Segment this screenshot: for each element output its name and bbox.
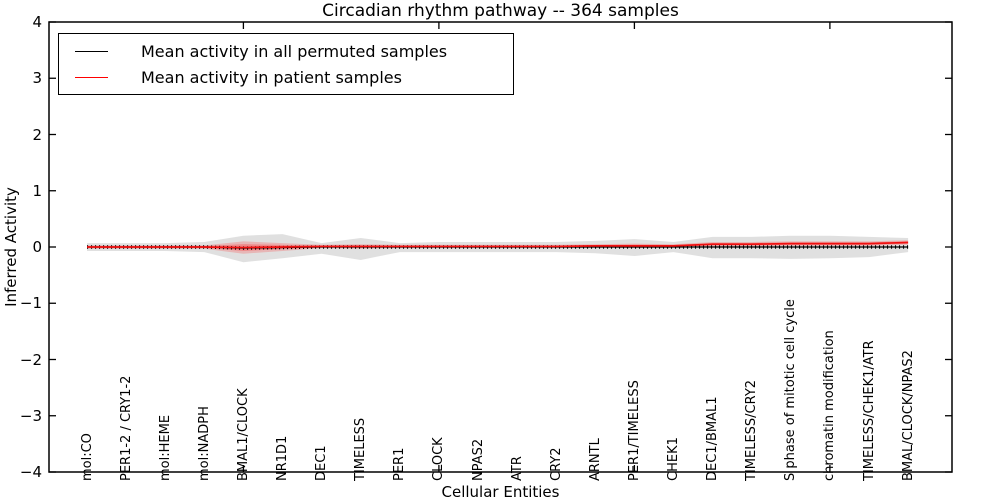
x-tick-label: CHEK1 [666,437,681,481]
legend-entry-permuted: Mean activity in all permuted samples [59,38,513,64]
y-tick-label: −2 [19,350,42,369]
x-tick-label: PER1-2 / CRY1-2 [118,375,134,481]
y-tick-label: 4 [32,13,42,31]
x-tick-label: PER1/TIMELESS [626,380,642,481]
x-axis-label: Cellular Entities [441,483,560,500]
legend: Mean activity in all permuted samples Me… [58,33,514,95]
x-tick-label: NR1D1 [275,435,290,481]
y-tick-label: −1 [19,294,42,313]
permuted-line-swatch [75,50,108,52]
chart-title: Circadian rhythm pathway -- 364 samples [322,1,679,21]
y-tick-label: 0 [32,238,42,256]
x-tick-label: BMAL/CLOCK/NPAS2 [900,350,916,481]
y-tick-label: −3 [19,406,42,425]
y-tick-label: 1 [32,181,42,200]
patient-mean-line [87,241,909,249]
x-tick-label: mol:CO [79,433,95,481]
y-tick-label: 3 [32,69,42,88]
x-tick-label: mol:NADPH [196,406,212,481]
x-tick-label: TIMELESS/CHEK1/ATR [861,340,877,481]
legend-label-patient: Mean activity in patient samples [141,67,402,87]
x-tick-label: NPAS2 [470,438,486,481]
y-tick-label: 2 [32,125,42,144]
x-tick-label: PER1 [392,447,408,481]
x-tick-label: CLOCK [431,437,447,481]
x-tick-label: S phase of mitotic cell cycle [783,299,799,481]
x-tick-label: ATR [509,456,525,481]
x-tick-label: mol:HEME [157,414,173,481]
x-tick-label: BMAL1/CLOCK [235,388,251,481]
x-tick-label: CRY2 [548,447,564,482]
x-tick-label: DEC1 [314,445,330,481]
legend-entry-patient: Mean activity in patient samples [59,64,513,90]
x-tick-label: TIMELESS [353,417,369,481]
legend-label-permuted: Mean activity in all permuted samples [141,41,448,61]
permuted-envelope-band [87,234,909,263]
x-tick-label: DEC1/BMAL1 [705,396,721,482]
x-tick-label: chromatin modification [822,330,838,481]
patient-line-swatch [75,76,108,78]
x-tick-label: TIMELESS/CRY2 [744,379,760,481]
y-tick-label: −4 [19,463,42,481]
x-tick-label: ARNTL [587,438,603,481]
